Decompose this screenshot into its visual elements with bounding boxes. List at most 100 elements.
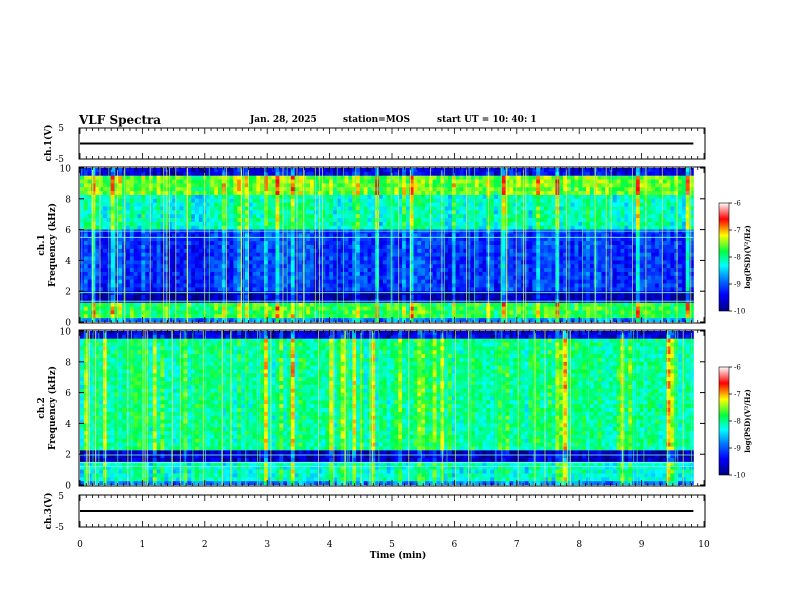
spectrogram-cell xyxy=(474,202,480,207)
spectrogram-cell xyxy=(666,183,671,188)
spectrogram-cell xyxy=(152,248,158,254)
spectrogram-cell xyxy=(517,179,522,184)
spectrogram-cell xyxy=(95,214,100,219)
spectrogram-cell xyxy=(589,187,595,192)
spectrogram-cell xyxy=(110,283,115,288)
spectrogram-cell xyxy=(620,237,625,242)
spectrogram-cell xyxy=(275,218,280,223)
spectrogram-cell xyxy=(440,218,445,223)
spectrogram-cell xyxy=(379,241,384,246)
spectrogram-cell xyxy=(256,271,261,277)
spectrogram-cell xyxy=(145,225,150,230)
spectrogram-cell xyxy=(655,171,660,177)
spectrogram-cell xyxy=(348,187,353,192)
spectrogram-cell xyxy=(624,241,629,246)
spectrogram-cell xyxy=(482,241,487,246)
spectrogram-cell xyxy=(359,179,365,184)
spectrogram-cell xyxy=(543,214,549,219)
spectrogram-cell xyxy=(260,198,265,204)
spectrogram-cell xyxy=(563,245,568,250)
spectrogram-cell xyxy=(149,241,154,246)
spectrogram-cell xyxy=(570,271,575,277)
spectrogram-cell xyxy=(214,264,219,269)
spectrogram-cell xyxy=(325,210,330,215)
spectrogram-cell xyxy=(356,191,361,196)
spectrogram-cell xyxy=(95,179,100,184)
spectrogram-cell xyxy=(524,171,529,177)
spectrogram-cell xyxy=(551,210,556,215)
spectrogram-cell xyxy=(340,271,345,277)
spectrogram-cell xyxy=(363,202,368,207)
spectrogram-cell xyxy=(689,248,694,254)
spectrogram-cell xyxy=(310,275,315,281)
spectrogram-cell xyxy=(95,252,100,257)
spectrogram-cell xyxy=(386,194,391,200)
spectrogram-cell xyxy=(540,214,545,219)
spectrogram-cell xyxy=(306,279,311,284)
spectrogram-cell xyxy=(624,206,629,211)
spectrogram-cell xyxy=(244,168,250,173)
spectrogram-cell xyxy=(248,256,253,261)
spectrogram-cell xyxy=(260,237,265,242)
spectrogram-cell xyxy=(333,179,338,184)
spectrogram-cell xyxy=(520,214,526,219)
spectrogram-cell xyxy=(681,214,687,219)
spectrogram-cell xyxy=(352,179,357,184)
spectrogram-cell xyxy=(103,191,108,196)
spectrogram-cell xyxy=(126,245,131,250)
spectrogram-cell xyxy=(352,252,357,257)
spectrogram-cell xyxy=(563,268,568,273)
spectrogram-cell xyxy=(260,210,265,215)
spectrogram-cell xyxy=(267,183,273,188)
spectrogram-cell xyxy=(333,206,338,211)
spectrogram-cell xyxy=(218,183,223,188)
spectrogram-cell xyxy=(517,206,522,211)
spectrogram-cell xyxy=(681,179,687,184)
spectrogram-cell xyxy=(463,214,468,219)
spectrogram-cell xyxy=(681,283,687,288)
spectrogram-cell xyxy=(329,214,334,219)
spectrogram-cell xyxy=(501,171,506,177)
spectrogram-cell xyxy=(379,248,384,254)
spectrogram-cell xyxy=(681,245,687,250)
spectrogram-cell xyxy=(183,210,188,215)
spectrogram-cell xyxy=(536,260,541,265)
spectrogram-cell xyxy=(497,245,503,250)
spectrogram-cell xyxy=(198,210,204,215)
spectrogram-cell xyxy=(505,210,510,215)
spectrogram-cell xyxy=(260,206,265,211)
spectrogram-cell xyxy=(444,198,449,204)
spectrogram-cell xyxy=(402,275,407,281)
spectrogram-cell xyxy=(237,206,242,211)
spectrogram-cell xyxy=(432,248,437,254)
spectrogram-cell xyxy=(490,175,495,180)
spectrogram-cell xyxy=(509,210,514,215)
spectrogram-cell xyxy=(114,198,119,204)
spectrogram-cell xyxy=(133,233,138,238)
spectrogram-cell xyxy=(616,271,621,277)
spectrogram-cell xyxy=(455,179,460,184)
spectrogram-cell xyxy=(137,283,142,288)
spectrogram-cell xyxy=(559,275,564,281)
spectrogram-cell xyxy=(110,268,115,273)
spectrogram-cell xyxy=(601,198,606,204)
spectrogram-cell xyxy=(241,233,246,238)
spectrogram-cell xyxy=(551,187,556,192)
spectrogram-cell xyxy=(225,191,230,196)
spectrogram-cell xyxy=(417,241,422,246)
spectrogram-cell xyxy=(244,218,250,223)
spectrogram-cell xyxy=(674,252,679,257)
spectrogram-cell xyxy=(651,260,656,265)
spectrogram-cell xyxy=(160,206,165,211)
spectrogram-cell xyxy=(647,271,652,277)
spectrogram-cell xyxy=(540,221,545,227)
spectrogram-cell xyxy=(540,275,545,281)
spectrogram-cell xyxy=(363,171,368,177)
spectrogram-cell xyxy=(133,260,138,265)
spectrogram-cell xyxy=(436,248,441,254)
spectrogram-cell xyxy=(440,256,445,261)
spectrogram-cell xyxy=(425,279,430,284)
spectrogram-cell xyxy=(612,245,618,250)
spectrogram-cell xyxy=(187,237,192,242)
spectrogram-cell xyxy=(398,187,403,192)
